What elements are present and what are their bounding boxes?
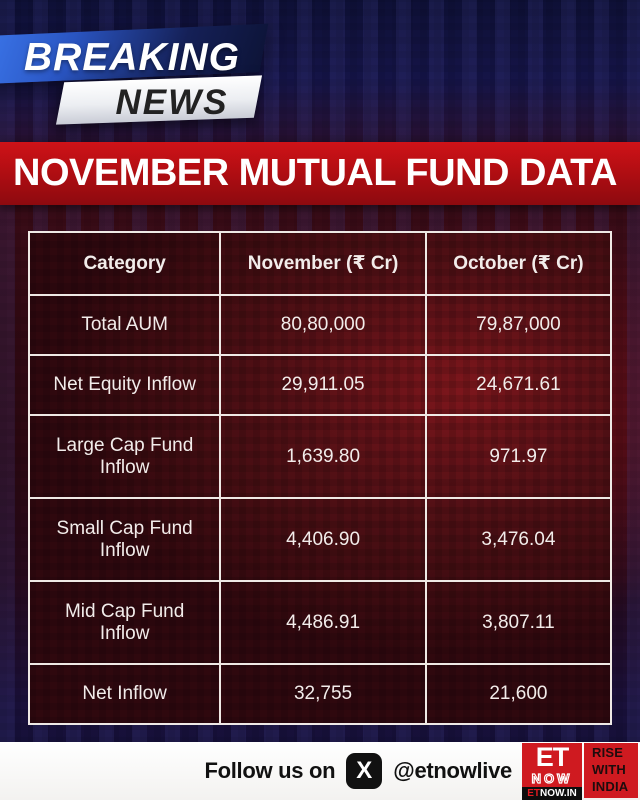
row-october-value: 3,476.04	[424, 497, 613, 582]
domain-rest-text: NOW.IN	[540, 787, 577, 799]
header-november: November (₹ Cr)	[219, 231, 427, 296]
et-now-logo-box: ET NOW	[522, 743, 582, 787]
row-november-value: 32,755	[219, 663, 427, 725]
slogan-line: INDIA	[592, 778, 629, 794]
row-category: Large Cap Fund Inflow	[27, 414, 222, 499]
domain-et-text: ET	[527, 787, 541, 799]
table-row: Small Cap Fund Inflow 4,406.90 3,476.04	[27, 497, 613, 582]
row-category: Net Equity Inflow	[27, 354, 222, 416]
breaking-word: BREAKING	[24, 36, 241, 79]
row-november-value: 4,486.91	[219, 580, 427, 665]
twitter-handle[interactable]: @etnowlive	[393, 758, 512, 783]
table-row: Net Inflow 32,755 21,600	[27, 663, 613, 725]
rise-with-india-slogan: RISE WITH INDIA	[584, 743, 638, 798]
now-logo-text: NOW	[531, 770, 573, 786]
row-october-value: 3,807.11	[424, 580, 613, 665]
row-november-value: 1,639.80	[219, 414, 427, 499]
etnow-domain-strip: ET NOW.IN	[522, 787, 582, 800]
row-october-value: 971.97	[424, 414, 613, 499]
row-category: Mid Cap Fund Inflow	[27, 580, 222, 665]
row-october-value: 21,600	[424, 663, 613, 725]
row-october-value: 24,671.61	[424, 354, 613, 416]
x-twitter-icon[interactable]: X	[346, 753, 383, 789]
mutual-fund-table: Category November (₹ Cr) October (₹ Cr) …	[27, 231, 613, 725]
x-glyph: X	[356, 757, 373, 784]
row-october-value: 79,87,000	[424, 294, 613, 356]
et-now-logo-group: ET NOW ET NOW.IN RISE WITH INDIA	[522, 743, 638, 800]
headline-banner: NOVEMBER MUTUAL FUND DATA	[0, 142, 640, 205]
header-category: Category	[27, 231, 222, 296]
row-november-value: 80,80,000	[219, 294, 427, 356]
table-row: Large Cap Fund Inflow 1,639.80 971.97	[27, 414, 613, 499]
table-header-row: Category November (₹ Cr) October (₹ Cr)	[27, 231, 613, 296]
table-row: Total AUM 80,80,000 79,87,000	[27, 294, 613, 356]
headline-title: NOVEMBER MUTUAL FUND DATA	[13, 152, 617, 194]
et-logo-text: ET	[535, 742, 570, 773]
slogan-line: RISE	[592, 745, 624, 761]
follow-us-label: Follow us on	[204, 758, 336, 783]
row-category: Net Inflow	[27, 663, 222, 725]
table-row: Mid Cap Fund Inflow 4,486.91 3,807.11	[27, 580, 613, 665]
row-november-value: 4,406.90	[219, 497, 427, 582]
row-category: Small Cap Fund Inflow	[27, 497, 222, 582]
table-row: Net Equity Inflow 29,911.05 24,671.61	[27, 354, 613, 416]
follow-us-group: Follow us on X @etnowlive	[0, 742, 512, 800]
news-word: NEWS	[115, 83, 229, 122]
slogan-line: WITH	[592, 762, 627, 778]
header-october: October (₹ Cr)	[424, 231, 613, 296]
row-category: Total AUM	[27, 294, 222, 356]
row-november-value: 29,911.05	[219, 354, 427, 416]
et-now-logo: ET NOW ET NOW.IN	[522, 743, 582, 800]
